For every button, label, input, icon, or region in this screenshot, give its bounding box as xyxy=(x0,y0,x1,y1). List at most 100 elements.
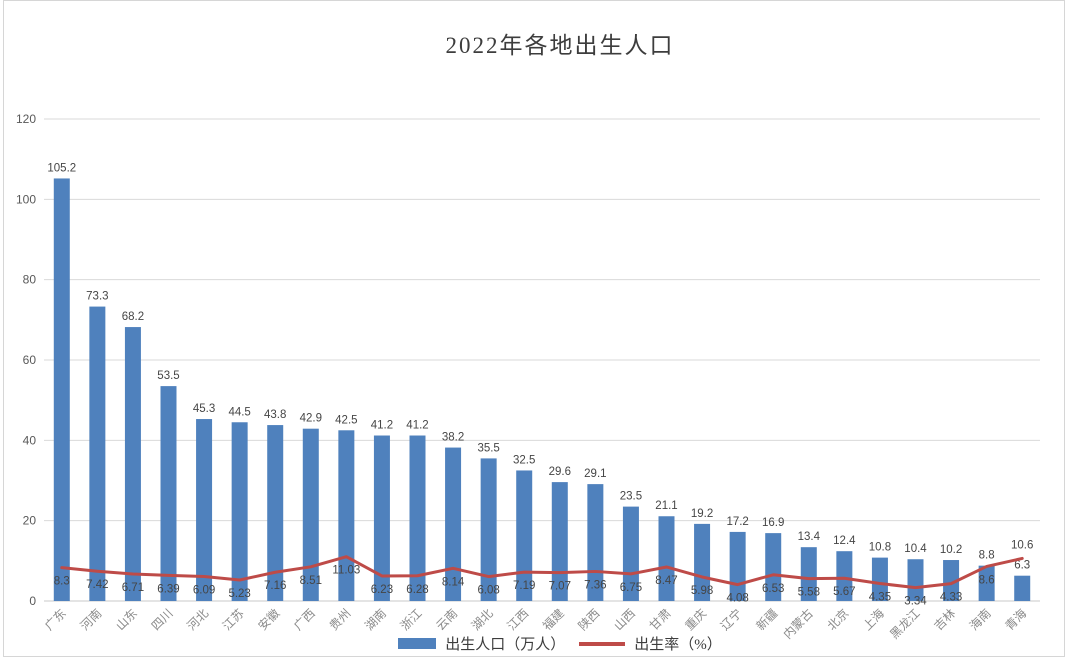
x-tick-label: 云南 xyxy=(433,606,461,634)
rate-value-label: 11.03 xyxy=(332,565,360,577)
legend-label-rate: 出生率（%） xyxy=(634,637,722,653)
bar-26 xyxy=(978,565,995,601)
bar-value-label: 23.5 xyxy=(620,491,642,503)
rate-value-label: 7.36 xyxy=(584,579,606,591)
bar-10 xyxy=(409,435,426,601)
x-tick-label: 河北 xyxy=(184,606,211,633)
y-tick-label: 40 xyxy=(23,433,37,447)
x-tick-label: 海南 xyxy=(966,606,994,634)
bar-value-label: 41.2 xyxy=(371,420,393,432)
bar-value-label: 10.2 xyxy=(940,544,962,556)
bar-3 xyxy=(160,386,177,601)
x-tick-label: 河南 xyxy=(77,606,105,634)
x-tick-label: 青海 xyxy=(1002,606,1030,634)
x-tick-label: 湖南 xyxy=(361,606,389,634)
bar-19 xyxy=(729,531,746,601)
x-tick-label: 浙江 xyxy=(398,606,425,633)
x-tick-label: 四川 xyxy=(149,606,176,633)
x-tick-label: 江苏 xyxy=(220,606,247,633)
rate-value-label: 7.42 xyxy=(86,579,108,591)
x-tick-label: 山东 xyxy=(113,606,140,633)
bar-25 xyxy=(943,560,960,601)
birth-rate-line xyxy=(60,555,1024,590)
bar-9 xyxy=(373,435,390,601)
rate-value-label: 8.47 xyxy=(655,575,677,587)
x-tick-label: 湖北 xyxy=(468,606,496,634)
bar-value-label: 73.3 xyxy=(86,291,108,303)
rate-value-label: 6.39 xyxy=(157,583,179,595)
bar-value-label: 42.9 xyxy=(300,413,322,425)
rate-value-label: 7.07 xyxy=(549,581,571,593)
bar-16 xyxy=(622,506,639,601)
x-tick-label: 吉林 xyxy=(931,606,958,633)
rate-value-label: 6.28 xyxy=(406,584,428,596)
bar-value-label: 53.5 xyxy=(157,370,179,382)
bar-27 xyxy=(1014,575,1031,601)
bar-0 xyxy=(53,178,70,602)
bar-24 xyxy=(907,559,924,601)
x-tick-label: 广西 xyxy=(291,606,318,633)
rate-value-label: 8.51 xyxy=(300,575,322,587)
bar-value-label: 12.4 xyxy=(833,535,856,547)
rate-value-label: 4.35 xyxy=(869,592,891,604)
bar-value-label: 29.1 xyxy=(584,468,606,480)
bar-value-label: 13.4 xyxy=(798,531,821,543)
rate-value-label: 4.33 xyxy=(940,592,962,604)
bar-6 xyxy=(267,425,284,601)
x-tick-label: 江西 xyxy=(504,606,531,633)
y-tick-label: 120 xyxy=(16,112,36,126)
chart-title: 2022年各地出生人口 xyxy=(445,33,675,58)
legend-label-births: 出生人口（万人） xyxy=(445,637,566,653)
rate-value-label: 5.98 xyxy=(691,585,713,597)
legend-item-rate: 出生率（%） xyxy=(579,633,722,654)
rate-value-label: 6.23 xyxy=(371,584,393,596)
bar-23 xyxy=(871,557,888,601)
bar-value-label: 41.2 xyxy=(406,420,428,432)
rate-value-label: 6.53 xyxy=(762,583,784,595)
x-tick-label: 山西 xyxy=(611,606,638,633)
bar-value-label: 44.5 xyxy=(228,406,250,418)
x-tick-label: 新疆 xyxy=(753,606,781,634)
rate-value-label: 7.16 xyxy=(264,580,286,592)
bar-value-label: 19.2 xyxy=(691,508,713,520)
y-tick-label: 0 xyxy=(29,594,36,608)
x-tick-label: 北京 xyxy=(825,606,852,633)
bar-12 xyxy=(480,458,497,601)
legend-item-births: 出生人口（万人） xyxy=(398,633,565,654)
x-tick-label: 福建 xyxy=(539,606,567,634)
rate-value-label: 10.6 xyxy=(1011,539,1033,551)
bar-value-label: 8.8 xyxy=(979,550,995,562)
bar-value-label: 38.2 xyxy=(442,432,464,444)
bar-4 xyxy=(196,419,213,601)
x-tick-label: 上海 xyxy=(859,606,887,634)
bar-value-label: 42.5 xyxy=(335,414,357,426)
y-tick-label: 60 xyxy=(23,353,37,367)
bar-2 xyxy=(124,327,141,601)
bar-20 xyxy=(765,533,782,601)
x-tick-label: 甘肃 xyxy=(647,606,674,633)
rate-value-label: 3.34 xyxy=(904,596,927,608)
bar-value-label: 105.2 xyxy=(47,162,76,174)
bar-value-label: 35.5 xyxy=(477,442,499,454)
bar-value-label: 17.2 xyxy=(726,516,748,528)
bar-18 xyxy=(694,523,711,601)
rate-value-label: 8.3 xyxy=(54,576,70,588)
line-swatch-icon xyxy=(579,641,626,646)
y-tick-label: 80 xyxy=(23,273,37,287)
x-tick-label: 广东 xyxy=(42,606,69,633)
bar-13 xyxy=(516,470,533,601)
rate-value-label: 5.67 xyxy=(833,586,855,598)
bar-value-label: 32.5 xyxy=(513,454,535,466)
x-tick-label: 重庆 xyxy=(682,606,709,633)
x-tick-label: 安徽 xyxy=(255,606,283,634)
x-tick-label: 贵州 xyxy=(327,606,354,633)
bar-value-label: 10.8 xyxy=(869,542,891,554)
rate-value-label: 8.6 xyxy=(979,574,995,586)
bar-21 xyxy=(800,547,817,601)
bar-value-label: 68.2 xyxy=(122,311,144,323)
y-tick-label: 100 xyxy=(16,192,36,206)
rate-value-label: 8.14 xyxy=(442,576,465,588)
bar-value-label: 16.9 xyxy=(762,517,784,529)
bar-11 xyxy=(445,447,462,601)
